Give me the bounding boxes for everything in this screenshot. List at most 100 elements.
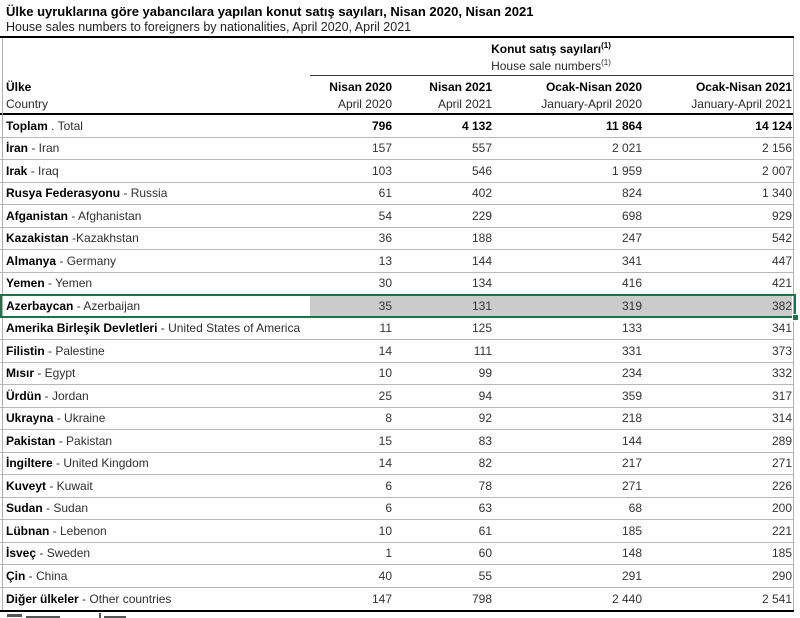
table-row[interactable]: Pakistan - Pakistan 15 83 144 289 <box>0 430 794 453</box>
value-cell[interactable]: 36 <box>378 231 392 246</box>
table-row[interactable]: İran - Iran 157 557 2 021 2 156 <box>0 138 794 160</box>
table-row[interactable]: Ukrayna - Ukraine 8 92 218 314 <box>0 408 794 430</box>
value-cell[interactable]: 4 132 <box>461 118 492 133</box>
value-cell[interactable]: 698 <box>621 208 642 223</box>
value-cell[interactable]: 185 <box>771 546 792 561</box>
table-row[interactable]: Rusya Federasyonu - Russia 61 402 824 1 340 <box>0 183 794 205</box>
value-cell[interactable]: 30 <box>378 276 392 291</box>
value-cell[interactable]: 8 <box>385 411 392 426</box>
value-cell[interactable]: 82 <box>478 456 492 471</box>
country-cell[interactable]: Lübnan - Lebenon <box>0 524 310 538</box>
country-cell[interactable]: Çin - China <box>0 569 310 583</box>
value-cell[interactable]: 94 <box>478 388 492 403</box>
table-row-selected[interactable]: Azerbaycan - Azerbaijan 35 131 319 382 <box>0 294 799 321</box>
value-cell[interactable]: 55 <box>478 568 492 583</box>
value-cell[interactable]: 314 <box>771 411 792 426</box>
value-cell[interactable]: 1 <box>385 546 392 561</box>
value-cell[interactable]: 218 <box>621 411 642 426</box>
selection-fill-handle[interactable] <box>792 313 799 321</box>
country-cell[interactable]: Sudan - Sudan <box>0 501 310 515</box>
table-row[interactable]: Irak - Iraq 103 546 1 959 2 007 <box>0 160 794 183</box>
table-row[interactable]: Amerika Birleşik Devletleri - United Sta… <box>0 318 794 340</box>
value-cell[interactable]: 14 <box>378 343 392 358</box>
country-cell[interactable]: Azerbaycan - Azerbaijan <box>0 299 310 313</box>
value-cell[interactable]: 542 <box>771 231 792 246</box>
country-cell[interactable]: Kuveyt - Kuwait <box>0 479 310 493</box>
value-cell[interactable]: 134 <box>471 276 492 291</box>
table-row[interactable]: Mısır - Egypt 10 99 234 332 <box>0 363 794 385</box>
value-cell[interactable]: 144 <box>471 253 492 268</box>
value-cell[interactable]: 373 <box>771 343 792 358</box>
country-cell[interactable]: İran - Iran <box>0 141 310 155</box>
value-cell[interactable]: 78 <box>478 478 492 493</box>
value-cell[interactable]: 247 <box>621 231 642 246</box>
value-cell[interactable]: 289 <box>771 433 792 448</box>
country-cell[interactable]: Diğer ülkeler - Other countries <box>0 592 310 606</box>
value-cell[interactable]: 6 <box>385 478 392 493</box>
value-cell[interactable]: 341 <box>771 321 792 336</box>
value-cell[interactable]: 99 <box>478 366 492 381</box>
value-cell[interactable]: 148 <box>621 546 642 561</box>
value-cell[interactable]: 359 <box>621 388 642 403</box>
country-cell[interactable]: Amerika Birleşik Devletleri - United Sta… <box>0 321 310 335</box>
value-cell[interactable]: 341 <box>621 253 642 268</box>
value-cell[interactable]: 6 <box>385 501 392 516</box>
value-cell[interactable]: 103 <box>371 163 392 178</box>
value-cell[interactable]: 447 <box>771 253 792 268</box>
table-row[interactable]: Lübnan - Lebenon 10 61 185 221 <box>0 520 794 543</box>
value-cell[interactable]: 1 959 <box>611 163 642 178</box>
value-cell[interactable]: 61 <box>478 523 492 538</box>
value-cell[interactable]: 25 <box>378 388 392 403</box>
value-cell[interactable]: 200 <box>771 501 792 516</box>
value-cell[interactable]: 416 <box>621 276 642 291</box>
value-cell[interactable]: 824 <box>621 186 642 201</box>
value-cell[interactable]: 317 <box>771 388 792 403</box>
value-cell[interactable]: 188 <box>471 231 492 246</box>
country-cell[interactable]: Afganistan - Afghanistan <box>0 209 310 223</box>
table-row[interactable]: Toplam . Total 796 4 132 11 864 14 124 <box>0 115 794 138</box>
value-cell[interactable]: 63 <box>478 501 492 516</box>
value-cell[interactable]: 2 541 <box>761 591 792 606</box>
table-row[interactable]: İsveç - Sweden 1 60 148 185 <box>0 543 794 565</box>
value-cell[interactable]: 2 007 <box>761 163 792 178</box>
value-cell[interactable]: 796 <box>371 118 392 133</box>
value-cell[interactable]: 133 <box>621 321 642 336</box>
value-cell[interactable]: 332 <box>771 366 792 381</box>
value-cell[interactable]: 147 <box>371 591 392 606</box>
value-cell[interactable]: 60 <box>478 546 492 561</box>
value-cell[interactable]: 68 <box>628 501 642 516</box>
value-cell[interactable]: 40 <box>378 568 392 583</box>
value-cell[interactable]: 331 <box>621 343 642 358</box>
value-cell[interactable]: 83 <box>478 433 492 448</box>
value-cell[interactable]: 10 <box>378 523 392 538</box>
table-row[interactable]: Afganistan - Afghanistan 54 229 698 929 <box>0 205 794 228</box>
country-cell[interactable]: Almanya - Germany <box>0 254 310 268</box>
value-cell[interactable]: 61 <box>378 186 392 201</box>
table-row[interactable]: Yemen - Yemen 30 134 416 421 <box>0 273 794 295</box>
value-cell[interactable]: 92 <box>478 411 492 426</box>
value-cell[interactable]: 144 <box>621 433 642 448</box>
table-row[interactable]: Kuveyt - Kuwait 6 78 271 226 <box>0 475 794 498</box>
country-cell[interactable]: Yemen - Yemen <box>0 276 310 290</box>
country-cell[interactable]: Mısır - Egypt <box>0 366 310 380</box>
table-row[interactable]: Almanya - Germany 13 144 341 447 <box>0 250 794 273</box>
value-cell[interactable]: 546 <box>471 163 492 178</box>
country-cell[interactable]: Kazakistan -Kazakhstan <box>0 231 310 245</box>
value-cell[interactable]: 2 021 <box>611 141 642 156</box>
value-cell[interactable]: 13 <box>378 253 392 268</box>
value-cell[interactable]: 185 <box>621 523 642 538</box>
value-cell[interactable]: 217 <box>621 456 642 471</box>
value-cell[interactable]: 15 <box>378 433 392 448</box>
country-cell[interactable]: Rusya Federasyonu - Russia <box>0 186 310 200</box>
value-cell[interactable]: 226 <box>771 478 792 493</box>
value-cell[interactable]: 798 <box>471 591 492 606</box>
country-cell[interactable]: Pakistan - Pakistan <box>0 434 310 448</box>
value-cell[interactable]: 157 <box>371 141 392 156</box>
table-row[interactable]: Diğer ülkeler - Other countries 147 798 2 4… <box>0 588 794 611</box>
value-cell[interactable]: 1 340 <box>761 186 792 201</box>
value-cell[interactable]: 11 <box>379 321 392 336</box>
value-cell[interactable]: 131 <box>471 298 492 313</box>
country-cell[interactable]: İsveç - Sweden <box>0 546 310 560</box>
value-cell[interactable]: 2 156 <box>761 141 792 156</box>
value-cell[interactable]: 271 <box>621 478 642 493</box>
